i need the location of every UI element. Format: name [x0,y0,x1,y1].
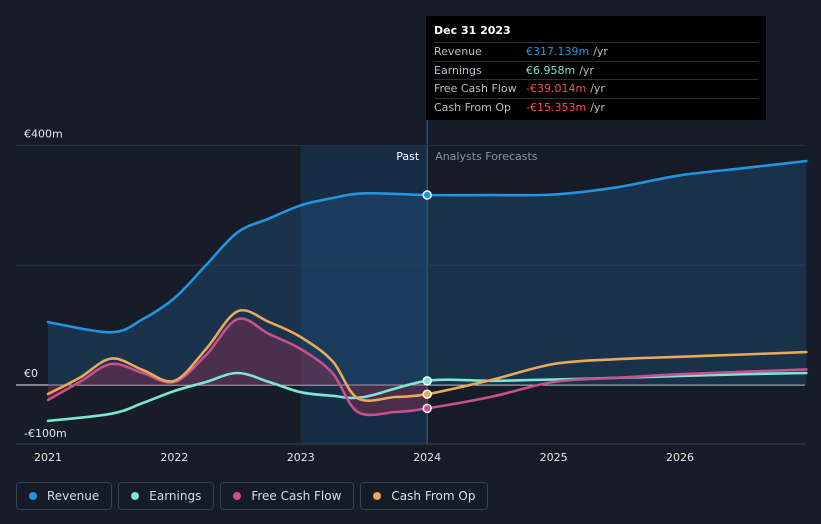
legend-item-earnings[interactable]: Earnings [118,482,215,510]
tooltip-label: Revenue [434,45,482,59]
x-tick-label: 2021 [34,451,62,464]
revenue-line [46,159,808,334]
legend-item-free-cash-flow[interactable]: Free Cash Flow [220,482,355,510]
tooltip-unit: /yr [593,45,608,59]
x-tick-label: 2022 [160,451,188,464]
tooltip-row-earnings: Earnings €6.958m /yr [434,60,758,80]
tooltip-unit: /yr [579,63,594,77]
legend-label: Earnings [149,489,202,503]
tooltip-row-revenue: Revenue €317.139m /yr [434,42,758,61]
legend-item-revenue[interactable]: Revenue [16,482,113,510]
tooltip-unit: /yr [590,100,605,114]
past-label: Past [396,150,420,163]
x-tick-label: 2025 [540,451,568,464]
tooltip-unit: /yr [590,82,605,96]
free-cash-flow-marker [422,403,432,414]
tooltip-value: -€39.014m [526,82,587,96]
tooltip-value: €6.958m [526,63,576,77]
legend-label: Cash From Op [391,489,476,503]
y-tick-label: €400m [24,127,63,140]
legend-dot-icon [373,492,382,500]
earnings-marker [422,376,432,386]
tooltip-row-cash-from-op: Cash From Op -€15.353m /yr [434,97,758,117]
tooltip-label: Free Cash Flow [434,82,517,96]
x-tick-label: 2023 [287,451,315,464]
x-tick-label: 2024 [413,451,441,464]
forecast-label: Analysts Forecasts [435,150,538,163]
legend-item-cash-from-op[interactable]: Cash From Op [360,482,489,510]
free-cash-flow-area [48,318,428,415]
chart-tooltip: Dec 31 2023 Revenue €317.139m /yr Earnin… [426,16,766,120]
tooltip-value: €317.139m [526,45,590,59]
revenue-area [48,161,807,385]
legend-label: Revenue [47,489,100,503]
legend-dot-icon [233,492,242,500]
tooltip-label: Earnings [434,63,482,77]
free-cash-flow-line [46,317,808,417]
revenue-marker [422,190,432,200]
chart-legend: Revenue Earnings Free Cash Flow Cash Fro… [16,482,489,510]
legend-dot-icon [131,492,140,500]
tooltip-date: Dec 31 2023 [434,24,511,37]
legend-dot-icon [29,492,37,500]
y-tick-label: -€100m [24,427,67,440]
tooltip-value: -€15.353m [526,100,587,114]
x-tick-label: 2026 [666,451,694,464]
y-tick-label: €0 [24,367,38,380]
cash-from-op-line [46,308,808,402]
cash-from-op-marker [422,389,432,399]
legend-label: Free Cash Flow [251,489,342,503]
tooltip-label: Cash From Op [434,100,512,114]
tooltip-row-free-cash-flow: Free Cash Flow -€39.014m /yr [434,79,758,98]
